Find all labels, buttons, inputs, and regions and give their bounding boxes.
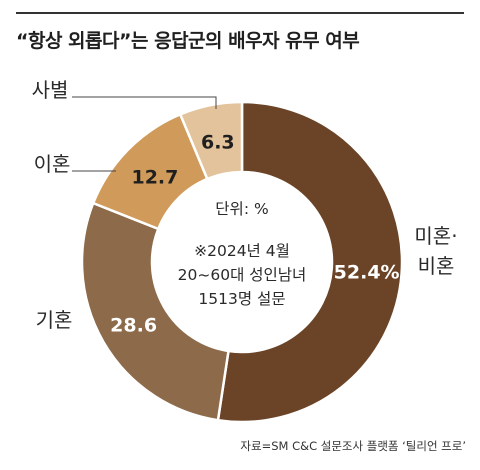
slice-category-label: 미혼· 비혼 — [414, 224, 457, 278]
unit-label: 단위: % — [215, 200, 268, 218]
leader-line — [72, 96, 217, 109]
chart-title: “항상 외롭다”는 응답군의 배우자 유무 여부 — [16, 30, 360, 52]
slice-category-label: 이혼 — [34, 152, 71, 176]
survey-note-line: ※2024년 4월 — [194, 242, 290, 260]
slice-2 — [80, 201, 230, 422]
slice-value-label: 12.7 — [131, 167, 178, 189]
slice-1 — [216, 100, 404, 424]
source-note: 자료=SM C&C 설문조사 플랫폼 ‘틸리언 프로’ — [240, 439, 466, 453]
slice-value-label: 6.3 — [201, 131, 235, 153]
slice-value-label: 52.4% — [334, 261, 400, 283]
survey-note-line: 20~60대 성인남녀 — [178, 266, 307, 284]
slice-category-label: 사별 — [32, 78, 69, 102]
slice-category-label: 기혼 — [36, 308, 73, 332]
slice-value-label: 28.6 — [110, 314, 157, 336]
slice-4 — [178, 100, 244, 181]
survey-note-line: 1513명 설문 — [198, 290, 285, 308]
top-rule — [16, 12, 464, 14]
